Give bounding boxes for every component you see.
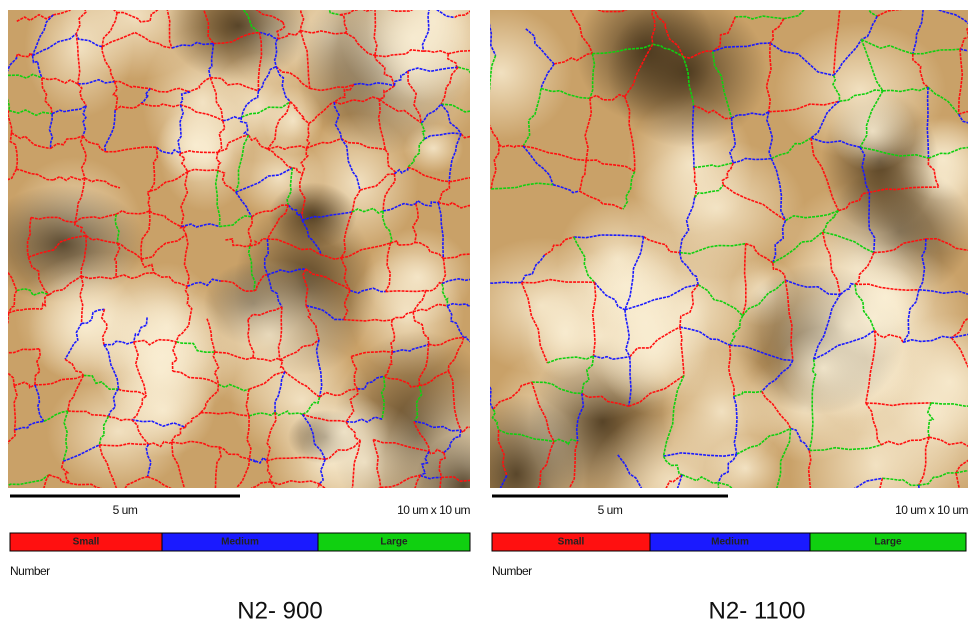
grain-boundary	[221, 507, 257, 526]
grain-boundary	[319, 524, 342, 529]
grain-boundary	[176, 500, 189, 511]
grain-boundary	[484, 552, 526, 560]
grain-boundary	[475, 279, 484, 304]
grain-boundary	[474, 231, 479, 280]
grain-boundary	[257, 525, 290, 528]
grain-boundary	[771, 501, 811, 507]
grain-shade	[210, 53, 306, 162]
grain-boundary	[165, 0, 200, 3]
grain-boundary	[378, 487, 383, 506]
grain-boundary	[514, 487, 531, 524]
grain-boundary	[48, 560, 81, 565]
grain-boundary	[341, 560, 394, 567]
afm-image	[0, 0, 548, 569]
grain-shade	[28, 269, 142, 384]
grain-boundary	[645, 497, 651, 531]
scan-size: 10 um x 10 um	[895, 503, 968, 517]
grain-boundary	[347, 487, 381, 499]
grain-boundary	[321, 566, 341, 569]
caption: N2- 900	[237, 597, 322, 624]
grain-boundary	[474, 175, 481, 210]
grain-boundary	[181, 552, 214, 565]
grain-boundary	[316, 484, 320, 529]
grain-boundary	[0, 489, 1, 519]
legend-label: Large	[380, 537, 408, 548]
grain-boundary	[386, 291, 426, 292]
grain-boundary	[341, 499, 348, 525]
grain-shade	[598, 279, 711, 416]
grain-boundary	[42, 507, 77, 529]
grain-shade	[607, 0, 767, 147]
grain-boundary	[481, 3, 506, 10]
grain-boundary	[132, 510, 176, 524]
grain-boundary	[342, 506, 381, 524]
grain-boundary	[734, 523, 767, 533]
grain-boundary	[474, 512, 484, 552]
grain-boundary	[474, 512, 515, 524]
afm-panel: 5 um 10 um x 10 um Small Medium Large Number N…	[0, 0, 548, 624]
legend-label: Small	[73, 537, 100, 548]
scale-bar-label: 5 um	[598, 503, 623, 517]
grain-boundary	[718, 483, 733, 524]
grain-boundary	[176, 506, 221, 510]
grain-boundary	[0, 519, 3, 547]
caption: N2- 1100	[709, 597, 806, 624]
figure: 5 um 10 um x 10 um Small Medium Large Number N…	[0, 0, 971, 628]
grain-boundary	[213, 552, 255, 565]
legend-label: Medium	[221, 537, 259, 548]
grain-boundary	[291, 523, 319, 530]
grain-boundary	[77, 512, 108, 529]
grain-boundary	[276, 564, 320, 568]
legend-title: Number	[10, 564, 50, 578]
grain-boundary	[475, 280, 487, 364]
scale-bar-label: 5 um	[113, 503, 138, 517]
grain-boundary	[394, 557, 418, 561]
grain-boundary	[474, 144, 489, 176]
grain-boundary	[0, 456, 5, 490]
legend-label: Small	[558, 537, 585, 548]
grain-shade	[269, 182, 357, 248]
grain-boundary	[215, 492, 221, 507]
grain-shade	[761, 232, 938, 419]
grain-boundary	[0, 507, 42, 520]
afm-panel: 5 um 10 um x 10 um Small Medium Large Number N…	[430, 0, 971, 624]
grain-boundary	[570, 500, 589, 538]
legend-label: Medium	[711, 537, 749, 548]
scan-size: 10 um x 10 um	[397, 503, 470, 517]
grain-boundary	[0, 313, 9, 354]
grain-boundary	[271, 482, 291, 525]
afm-image	[430, 0, 971, 573]
legend-title: Number	[492, 564, 532, 578]
legend-label: Large	[874, 537, 902, 548]
